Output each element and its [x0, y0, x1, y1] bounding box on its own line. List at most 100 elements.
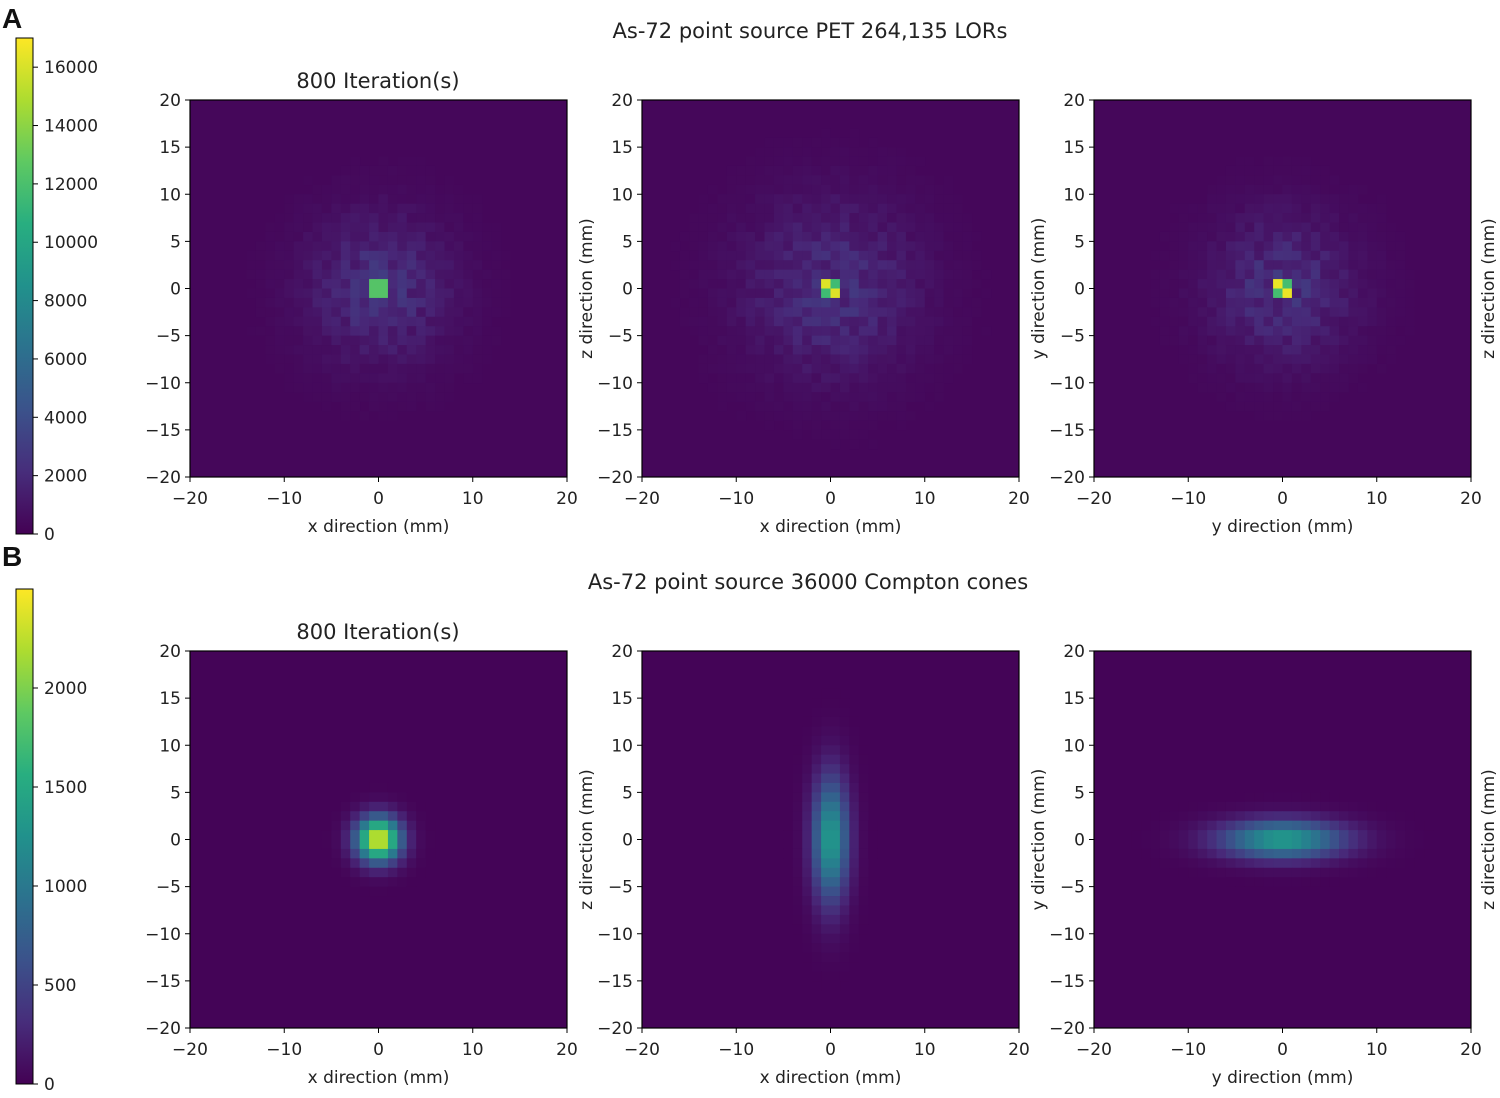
heatmap-cell [1291, 373, 1302, 384]
heatmap-cell [1225, 222, 1236, 233]
heatmap-cell [397, 213, 408, 223]
heatmap-cell [783, 147, 794, 157]
heatmap-cell [896, 222, 907, 233]
heatmap-cell [1235, 363, 1246, 374]
heatmap-cell [755, 250, 765, 261]
heatmap-cell [962, 307, 973, 318]
heatmap-cell [340, 867, 351, 878]
heatmap-cell [849, 269, 860, 280]
heatmap-cell [1348, 231, 1359, 242]
heatmap-cell [350, 830, 361, 840]
heatmap-cell [463, 363, 474, 374]
heatmap-cell [312, 241, 323, 252]
heatmap-cell [811, 848, 822, 859]
heatmap-cell [1291, 392, 1302, 402]
heatmap-cell [312, 222, 323, 233]
heatmap-cell [416, 848, 426, 859]
heatmap-cell [1320, 288, 1330, 299]
heatmap-cell [425, 363, 436, 374]
heatmap-cell [321, 279, 332, 289]
heatmap-cell [1320, 801, 1330, 812]
heatmap-cell [802, 194, 813, 205]
heatmap-cell [1320, 867, 1330, 878]
y-tick-label: 15 [1063, 689, 1085, 709]
x-tick-label: 10 [1366, 1040, 1388, 1060]
heatmap-cell [369, 392, 379, 402]
heatmap-cell [1291, 288, 1302, 299]
heatmap-cell [1225, 354, 1236, 365]
heatmap-cell [962, 241, 973, 252]
heatmap-cell [416, 867, 426, 878]
heatmap-cell [689, 316, 699, 327]
heatmap-cell [1131, 830, 1142, 840]
heatmap-cell [1178, 354, 1189, 365]
heatmap-cell [1244, 175, 1255, 186]
heatmap-cell [887, 335, 897, 346]
heatmap-cell [811, 401, 822, 412]
heatmap-cell [1310, 307, 1321, 318]
heatmap-cell [858, 848, 869, 859]
heatmap-cell [802, 745, 813, 756]
heatmap-cell [924, 269, 935, 280]
heatmap-cell [830, 184, 841, 195]
heatmap-cell [265, 231, 276, 242]
heatmap-cell [736, 279, 747, 289]
heatmap-cell [679, 288, 690, 299]
heatmap-cell [1282, 345, 1293, 355]
heatmap-cell [406, 848, 417, 859]
heatmap-cell [406, 792, 417, 803]
heatmap-cell [303, 203, 313, 214]
heatmap-cell [1244, 820, 1255, 831]
heatmap-cell [896, 316, 907, 327]
heatmap-cell [868, 830, 878, 840]
heatmap-cell [821, 194, 831, 205]
heatmap-cell [679, 260, 690, 271]
heatmap-cell [1197, 297, 1208, 308]
heatmap-cell [773, 326, 784, 336]
heatmap-cell [764, 411, 775, 421]
heatmap-cell [830, 858, 841, 869]
heatmap-cell [1329, 335, 1340, 346]
heatmap-cell [1310, 373, 1321, 384]
heatmap-cell [1207, 307, 1217, 318]
heatmap-cell [340, 858, 351, 869]
heatmap-cell [877, 165, 888, 176]
heatmap-cell [1357, 297, 1368, 308]
heatmap-cell [312, 231, 323, 242]
heatmap-cell [811, 241, 822, 252]
heatmap-cell [802, 896, 813, 906]
heatmap-cell [312, 288, 323, 299]
heatmap-cell [698, 203, 709, 214]
heatmap-cell [293, 269, 304, 280]
heatmap-cell [321, 830, 332, 840]
heatmap-cell [397, 203, 408, 214]
heatmap-cell [830, 924, 841, 935]
heatmap-cell [1376, 858, 1387, 869]
heatmap-cell [425, 335, 436, 346]
heatmap-cell [1235, 792, 1246, 803]
heatmap-cell [736, 194, 747, 205]
heatmap-cell [953, 326, 963, 336]
heatmap-cell [887, 260, 897, 271]
heatmap-cell [905, 269, 916, 280]
heatmap-cell [821, 175, 831, 186]
heatmap-cell [397, 288, 408, 299]
heatmap-cell [350, 307, 361, 318]
row-b-title: As-72 point source 36000 Compton cones [588, 570, 1028, 594]
heatmap-cell [877, 147, 888, 157]
heatmap-cell [387, 231, 398, 242]
heatmap-cell [1329, 858, 1340, 869]
heatmap-cell [265, 288, 276, 299]
heatmap-cell [1357, 269, 1368, 280]
heatmap-cell [303, 269, 313, 280]
heatmap-cell [792, 420, 803, 431]
heatmap-cell [1207, 354, 1217, 365]
heatmap-cell [1386, 354, 1396, 365]
panel-label-b: B [2, 541, 22, 572]
heatmap-cell [764, 401, 775, 412]
heatmap-cell [444, 363, 455, 374]
heatmap-cell [406, 830, 417, 840]
heatmap-cell [821, 156, 831, 167]
heatmap-cell [858, 401, 869, 412]
heatmap-cell [1357, 316, 1368, 327]
